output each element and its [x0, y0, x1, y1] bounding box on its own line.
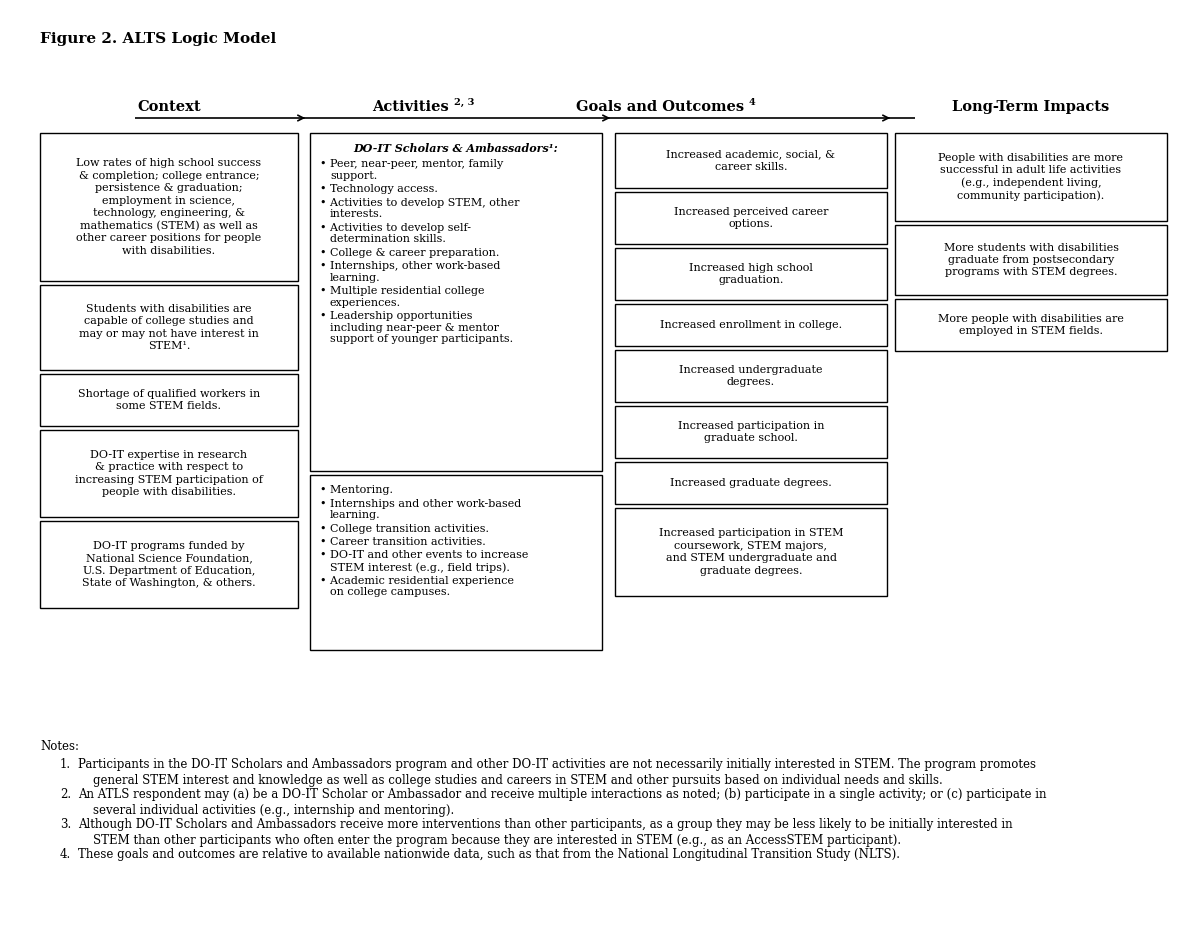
Bar	[40, 285, 298, 370]
Bar	[616, 406, 887, 458]
Text: • Technology access.: • Technology access.	[320, 184, 438, 194]
Text: support of younger participants.: support of younger participants.	[330, 334, 514, 344]
Text: DO-IT Scholars & Ambassadors¹:: DO-IT Scholars & Ambassadors¹:	[354, 143, 558, 154]
Bar	[895, 225, 1166, 295]
Bar	[310, 133, 602, 471]
Text: DO-IT programs funded by
National Science Foundation,
U.S. Department of Educati: DO-IT programs funded by National Scienc…	[82, 540, 256, 588]
Text: Increased participation in STEM
coursework, STEM majors,
and STEM undergraduate : Increased participation in STEM coursewo…	[659, 528, 844, 576]
Text: • DO-IT and other events to increase: • DO-IT and other events to increase	[320, 551, 528, 561]
Text: Participants in the DO-IT Scholars and Ambassadors program and other DO-IT activ: Participants in the DO-IT Scholars and A…	[78, 758, 1036, 787]
Text: 2.: 2.	[60, 788, 71, 801]
Text: 1.: 1.	[60, 758, 71, 771]
Text: • Internships and other work-based: • Internships and other work-based	[320, 499, 521, 509]
Text: • College & career preparation.: • College & career preparation.	[320, 248, 499, 258]
Bar	[40, 133, 298, 281]
Text: Low rates of high school success
& completion; college entrance;
persistence & g: Low rates of high school success & compl…	[77, 159, 262, 256]
Text: Increased participation in
graduate school.: Increased participation in graduate scho…	[678, 421, 824, 443]
Text: learning.: learning.	[330, 510, 380, 520]
Text: Increased graduate degrees.: Increased graduate degrees.	[670, 478, 832, 488]
Text: • Mentoring.: • Mentoring.	[320, 485, 394, 495]
Text: Although DO-IT Scholars and Ambassadors receive more interventions than other pa: Although DO-IT Scholars and Ambassadors …	[78, 818, 1013, 847]
Text: • Activities to develop STEM, other: • Activities to develop STEM, other	[320, 197, 520, 208]
Bar	[895, 299, 1166, 351]
Text: STEM interest (e.g., field trips).: STEM interest (e.g., field trips).	[330, 562, 510, 573]
Text: Figure 2. ALTS Logic Model: Figure 2. ALTS Logic Model	[40, 32, 276, 46]
Text: Students with disabilities are
capable of college studies and
may or may not hav: Students with disabilities are capable o…	[79, 304, 259, 351]
Text: More people with disabilities are
employed in STEM fields.: More people with disabilities are employ…	[938, 314, 1124, 337]
Text: People with disabilities are more
successful in adult life activities
(e.g., ind: People with disabilities are more succes…	[938, 153, 1123, 201]
Text: experiences.: experiences.	[330, 298, 401, 308]
Text: Shortage of qualified workers in
some STEM fields.: Shortage of qualified workers in some ST…	[78, 388, 260, 412]
Text: • Career transition activities.: • Career transition activities.	[320, 537, 486, 547]
Text: Increased academic, social, &
career skills.: Increased academic, social, & career ski…	[666, 149, 835, 171]
Bar	[616, 192, 887, 244]
Text: Notes:: Notes:	[40, 740, 79, 753]
Text: 3.: 3.	[60, 818, 71, 831]
Text: • Multiple residential college: • Multiple residential college	[320, 286, 485, 296]
Text: An ATLS respondent may (a) be a DO-IT Scholar or Ambassador and receive multiple: An ATLS respondent may (a) be a DO-IT Sc…	[78, 788, 1046, 817]
Text: including near-peer & mentor: including near-peer & mentor	[330, 323, 499, 333]
Text: 4.: 4.	[60, 848, 71, 861]
Text: learning.: learning.	[330, 273, 380, 283]
Text: on college campuses.: on college campuses.	[330, 587, 450, 597]
Text: Context: Context	[137, 100, 200, 114]
Text: support.: support.	[330, 171, 377, 181]
Text: • College transition activities.: • College transition activities.	[320, 524, 490, 534]
Text: 2, 3: 2, 3	[454, 98, 474, 107]
Bar	[895, 133, 1166, 221]
Text: Activities: Activities	[372, 100, 454, 114]
Text: Goals and Outcomes: Goals and Outcomes	[576, 100, 749, 114]
Text: interests.: interests.	[330, 209, 383, 219]
Bar	[40, 521, 298, 608]
Text: Increased high school
graduation.: Increased high school graduation.	[689, 262, 812, 286]
Text: These goals and outcomes are relative to available nationwide data, such as that: These goals and outcomes are relative to…	[78, 848, 900, 861]
Text: Increased undergraduate
degrees.: Increased undergraduate degrees.	[679, 365, 823, 387]
Text: • Peer, near-peer, mentor, family: • Peer, near-peer, mentor, family	[320, 159, 503, 169]
Bar	[40, 374, 298, 426]
Bar	[310, 475, 602, 650]
Text: Increased enrollment in college.: Increased enrollment in college.	[660, 320, 842, 330]
Bar	[40, 430, 298, 517]
Bar	[616, 133, 887, 188]
Text: determination skills.: determination skills.	[330, 234, 446, 244]
Text: • Internships, other work-based: • Internships, other work-based	[320, 261, 500, 271]
Text: Long-Term Impacts: Long-Term Impacts	[953, 100, 1110, 114]
Bar	[616, 508, 887, 596]
Text: More students with disabilities
graduate from postsecondary
programs with STEM d: More students with disabilities graduate…	[943, 243, 1118, 277]
Text: DO-IT expertise in research
& practice with respect to
increasing STEM participa: DO-IT expertise in research & practice w…	[76, 450, 263, 497]
Bar	[616, 350, 887, 402]
Bar	[616, 248, 887, 300]
Text: Increased perceived career
options.: Increased perceived career options.	[673, 207, 828, 229]
Bar	[616, 462, 887, 504]
Text: • Academic residential experience: • Academic residential experience	[320, 576, 514, 586]
Text: 4: 4	[749, 98, 756, 107]
Bar	[616, 304, 887, 346]
Text: • Activities to develop self-: • Activities to develop self-	[320, 222, 470, 233]
Text: • Leadership opportunities: • Leadership opportunities	[320, 311, 473, 321]
